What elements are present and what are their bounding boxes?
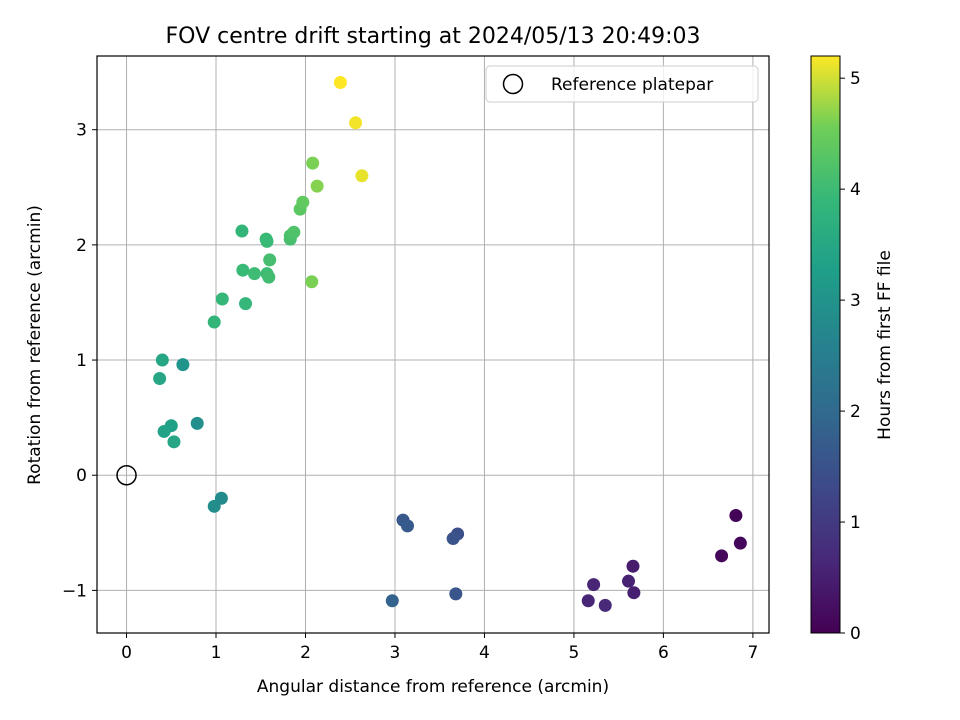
colorbar: 0 1 2 3 4 5 Hours from first FF file [810, 55, 895, 644]
data-point [247, 267, 261, 281]
data-point [305, 275, 319, 289]
colorbar-tick-label: 3 [850, 291, 861, 311]
data-point [157, 424, 171, 438]
data-point [287, 225, 301, 239]
colorbar-label: Hours from first FF file [875, 250, 895, 440]
data-point [207, 315, 221, 329]
legend: Reference platepar [485, 65, 759, 103]
data-point [235, 224, 249, 238]
x-tick-label: 2 [300, 643, 311, 663]
colorbar-tick-label: 1 [850, 513, 861, 533]
data-point [262, 270, 276, 284]
reference-marker [116, 464, 137, 486]
x-tick-label: 5 [569, 643, 580, 663]
x-tick-label: 4 [479, 643, 490, 663]
y-tick-label: 0 [76, 466, 87, 486]
colorbar-gradient [810, 55, 841, 634]
data-point [296, 195, 310, 209]
legend-box [485, 65, 759, 103]
data-point [239, 297, 253, 311]
legend-label: Reference platepar [551, 75, 713, 95]
y-axis-label: Rotation from reference (arcmin) [25, 205, 45, 485]
x-tick-label: 7 [747, 643, 758, 663]
data-point [190, 416, 204, 430]
data-point [306, 156, 320, 170]
data-point [167, 435, 181, 449]
data-point [733, 536, 747, 550]
reference-point [116, 464, 137, 486]
data-point [400, 519, 414, 533]
data-point [729, 509, 743, 523]
colorbar-ticks: 0 1 2 3 4 5 [840, 69, 861, 644]
data-point [626, 559, 640, 573]
grid-lines [97, 56, 769, 633]
data-point [627, 586, 641, 600]
data-point [622, 574, 636, 588]
colorbar-tick-label: 0 [850, 624, 861, 644]
x-tick-label: 1 [211, 643, 222, 663]
x-axis-ticks: 0 1 2 3 4 5 6 7 [121, 633, 758, 663]
y-axis-ticks: −1 0 1 2 3 [62, 121, 97, 601]
y-tick-label: 1 [76, 351, 87, 371]
x-tick-label: 3 [390, 643, 401, 663]
x-axis-label: Angular distance from reference (arcmin) [257, 677, 609, 697]
data-point [333, 75, 347, 89]
y-tick-label: 3 [76, 121, 87, 141]
data-point [155, 353, 169, 367]
data-point [260, 234, 274, 248]
data-point [715, 549, 729, 563]
data-point [581, 594, 595, 608]
data-point [598, 598, 612, 612]
x-tick-label: 0 [121, 643, 132, 663]
legend-marker [502, 73, 524, 95]
data-point [215, 292, 229, 306]
data-point [449, 587, 463, 601]
colorbar-tick-label: 4 [850, 180, 861, 200]
data-point [176, 358, 190, 372]
plot-frame [96, 55, 770, 634]
data-point [263, 253, 277, 267]
data-point [385, 594, 399, 608]
data-point [355, 169, 369, 183]
data-point [587, 578, 601, 592]
y-tick-label: 2 [76, 236, 87, 256]
data-point [207, 499, 221, 513]
data-point [153, 371, 167, 385]
data-point [349, 116, 363, 130]
data-point [446, 532, 460, 546]
y-tick-label: −1 [62, 581, 87, 601]
colorbar-tick-label: 5 [850, 69, 861, 89]
data-point [236, 263, 250, 277]
chart-title: FOV centre drift starting at 2024/05/13 … [166, 24, 701, 49]
colorbar-tick-label: 2 [850, 402, 861, 422]
x-tick-label: 6 [658, 643, 669, 663]
data-point [310, 179, 324, 193]
data-points [153, 75, 747, 612]
